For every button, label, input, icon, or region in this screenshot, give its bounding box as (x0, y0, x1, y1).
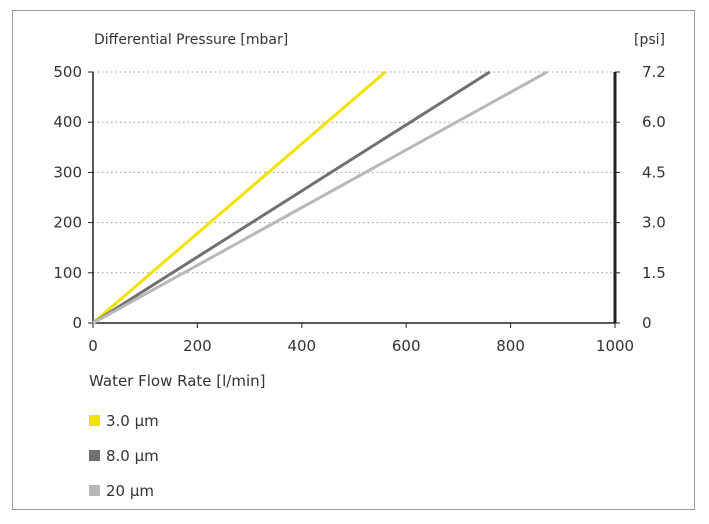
legend-label-3um: 3.0 µm (106, 411, 159, 430)
x-tick-label-0: 0 (88, 337, 98, 355)
legend-item-8um: 8.0 µm (89, 445, 159, 466)
y-tick-label-3: 300 (53, 163, 82, 181)
legend-swatch-3um (89, 415, 100, 426)
y-axis-label: Differential Pressure [mbar] (94, 32, 289, 48)
legend: 3.0 µm 8.0 µm 20 µm (89, 410, 159, 515)
y-right-tick-label-0: 0 (642, 314, 652, 332)
x-tick-label-3: 600 (392, 337, 421, 355)
y-right-tick-label-3: 4.5 (642, 163, 666, 181)
series-line-1 (92, 70, 491, 325)
x-tick-label-2: 400 (287, 337, 316, 355)
y-right-tick-label-1: 1.5 (642, 264, 666, 282)
y-tick-label-2: 200 (53, 214, 82, 232)
x-axis-label: Water Flow Rate [l/min] (89, 372, 266, 390)
chart-frame (12, 10, 695, 510)
y-right-tick-label-4: 6.0 (642, 113, 666, 131)
y-tick-label-5: 500 (53, 63, 82, 81)
legend-swatch-8um (89, 450, 100, 461)
x-tick-label-4: 800 (496, 337, 525, 355)
legend-item-20um: 20 µm (89, 480, 159, 501)
legend-item-3um: 3.0 µm (89, 410, 159, 431)
y-right-tick-label-5: 7.2 (642, 63, 666, 81)
y-right-tick-label-2: 3.0 (642, 214, 666, 232)
y-axis-right-label: [psi] (634, 32, 665, 48)
legend-label-20um: 20 µm (106, 481, 155, 500)
legend-swatch-20um (89, 485, 100, 496)
y-tick-label-1: 100 (53, 264, 82, 282)
y-tick-label-4: 400 (53, 113, 82, 131)
series-line-2 (92, 70, 548, 325)
legend-label-8um: 8.0 µm (106, 446, 159, 465)
series-line-0 (92, 70, 387, 325)
y-tick-label-0: 0 (72, 314, 82, 332)
x-tick-label-5: 1000 (596, 337, 634, 355)
x-tick-label-1: 200 (183, 337, 212, 355)
